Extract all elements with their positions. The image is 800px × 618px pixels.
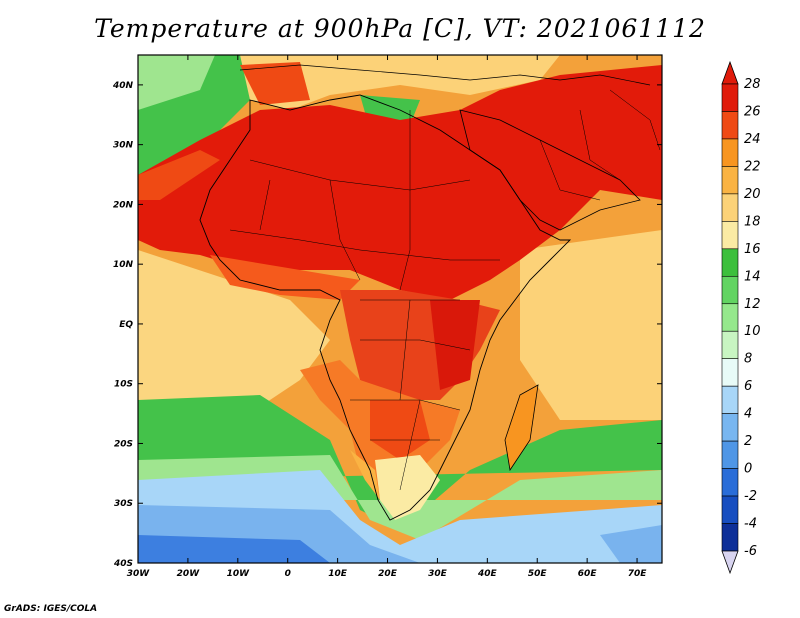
colorbar-label: 16 bbox=[744, 242, 761, 257]
lon-tick-label: 10W bbox=[227, 569, 251, 579]
madagascar-outline bbox=[504, 384, 539, 472]
map-frame bbox=[137, 54, 663, 564]
lon-tick-label: 70E bbox=[628, 569, 648, 579]
lat-tick-label: 30S bbox=[114, 499, 133, 509]
southern-deep-blue bbox=[138, 535, 330, 563]
southern-green-band bbox=[138, 395, 662, 530]
colorbar-swatch bbox=[721, 385, 739, 414]
indian-ocean-warm bbox=[520, 230, 662, 420]
colorbar-label: -6 bbox=[744, 544, 757, 559]
colorbar-swatch bbox=[721, 303, 739, 332]
lon-tick-label: 60E bbox=[578, 569, 598, 579]
lon-tick-label: 40E bbox=[477, 569, 498, 579]
colorbar-label: 8 bbox=[744, 352, 752, 367]
colorbar-label: 2 bbox=[744, 434, 752, 449]
great-lakes-hot bbox=[430, 300, 480, 390]
colorbar-swatch bbox=[721, 523, 739, 552]
colorbar-label: 14 bbox=[744, 269, 761, 284]
colorbar-swatch bbox=[721, 193, 739, 222]
iberia-hot bbox=[240, 62, 310, 105]
colorbar-swatch bbox=[721, 138, 739, 167]
colorbar-swatch bbox=[721, 83, 739, 112]
longitude-axis: 30W 20W 10W 0 10E 20E 30E 40E 50E 60E 70E bbox=[127, 55, 647, 579]
lat-tick-label: 10N bbox=[113, 260, 134, 270]
colorbar-label: 28 bbox=[744, 77, 761, 92]
west-sahara-edge bbox=[138, 150, 220, 200]
credit-text: GrADS: IGES/COLA bbox=[4, 604, 98, 614]
lon-tick-label: 10E bbox=[328, 569, 348, 579]
lat-tick-label: 40N bbox=[112, 81, 134, 91]
colorbar-label: 10 bbox=[744, 324, 761, 339]
latitude-axis: 40N 30N 20N 10N EQ 10S 20S 30S 40S bbox=[112, 81, 662, 569]
map-title: Temperature at 900hPa [C], VT: 202106111… bbox=[94, 14, 706, 43]
colorbar-label: 12 bbox=[744, 297, 761, 312]
colorbar-label: -4 bbox=[744, 517, 757, 532]
lat-tick-label: EQ bbox=[119, 320, 133, 330]
colorbar-swatch bbox=[721, 275, 739, 305]
north-atlantic-light-green bbox=[138, 55, 215, 110]
namibia-coast bbox=[350, 450, 380, 500]
colorbar-label: 6 bbox=[744, 379, 752, 394]
colorbar-label: 22 bbox=[744, 159, 761, 174]
lon-tick-label: 0 bbox=[285, 569, 291, 579]
colorbar-swatch bbox=[721, 111, 739, 140]
map-field bbox=[138, 55, 662, 563]
southeast-blue bbox=[600, 525, 662, 563]
colorbar-swatch bbox=[721, 248, 739, 277]
colorbar-swatch bbox=[721, 330, 739, 360]
colorbar-label: 26 bbox=[744, 104, 761, 119]
lon-tick-label: 30E bbox=[428, 569, 448, 579]
colorbar-label: 18 bbox=[744, 214, 761, 229]
lat-tick-label: 40S bbox=[113, 559, 133, 569]
colorbar-label: 20 bbox=[744, 187, 761, 202]
west-africa-coast bbox=[210, 255, 360, 300]
colorbar-label: -2 bbox=[744, 489, 757, 504]
lon-tick-label: 30W bbox=[127, 569, 151, 579]
colorbar-swatch bbox=[721, 221, 739, 250]
colorbar-top-arrow bbox=[721, 60, 739, 85]
europe-coastline bbox=[239, 64, 651, 86]
colorbar-swatch bbox=[721, 166, 739, 195]
colorbar-bottom-arrow bbox=[721, 550, 739, 575]
atlantic-warm-band bbox=[138, 250, 330, 420]
south-africa-cool bbox=[375, 455, 440, 520]
country-borders bbox=[229, 89, 661, 491]
madagascar bbox=[505, 385, 538, 470]
colorbar-swatch bbox=[721, 468, 739, 497]
colorbar-label: 4 bbox=[744, 407, 752, 422]
lat-tick-label: 10S bbox=[114, 380, 133, 390]
colorbar-label: 24 bbox=[744, 132, 761, 147]
europe-warm bbox=[240, 55, 560, 110]
colorbar-label: 0 bbox=[744, 462, 752, 477]
colorbar-swatch bbox=[721, 413, 739, 442]
colorbar-swatch bbox=[721, 495, 739, 524]
lat-tick-label: 20S bbox=[114, 439, 133, 449]
lon-tick-label: 50E bbox=[528, 569, 548, 579]
lon-tick-label: 20E bbox=[378, 569, 398, 579]
angola-zambia-hot bbox=[370, 400, 430, 460]
sahara-arabia-hot bbox=[138, 65, 662, 300]
lat-tick-label: 20N bbox=[113, 200, 134, 210]
colorbar-swatch bbox=[721, 440, 739, 469]
lat-tick-label: 30N bbox=[113, 141, 134, 151]
colorbar-swatch bbox=[721, 358, 739, 387]
lon-tick-label: 20W bbox=[177, 569, 201, 579]
